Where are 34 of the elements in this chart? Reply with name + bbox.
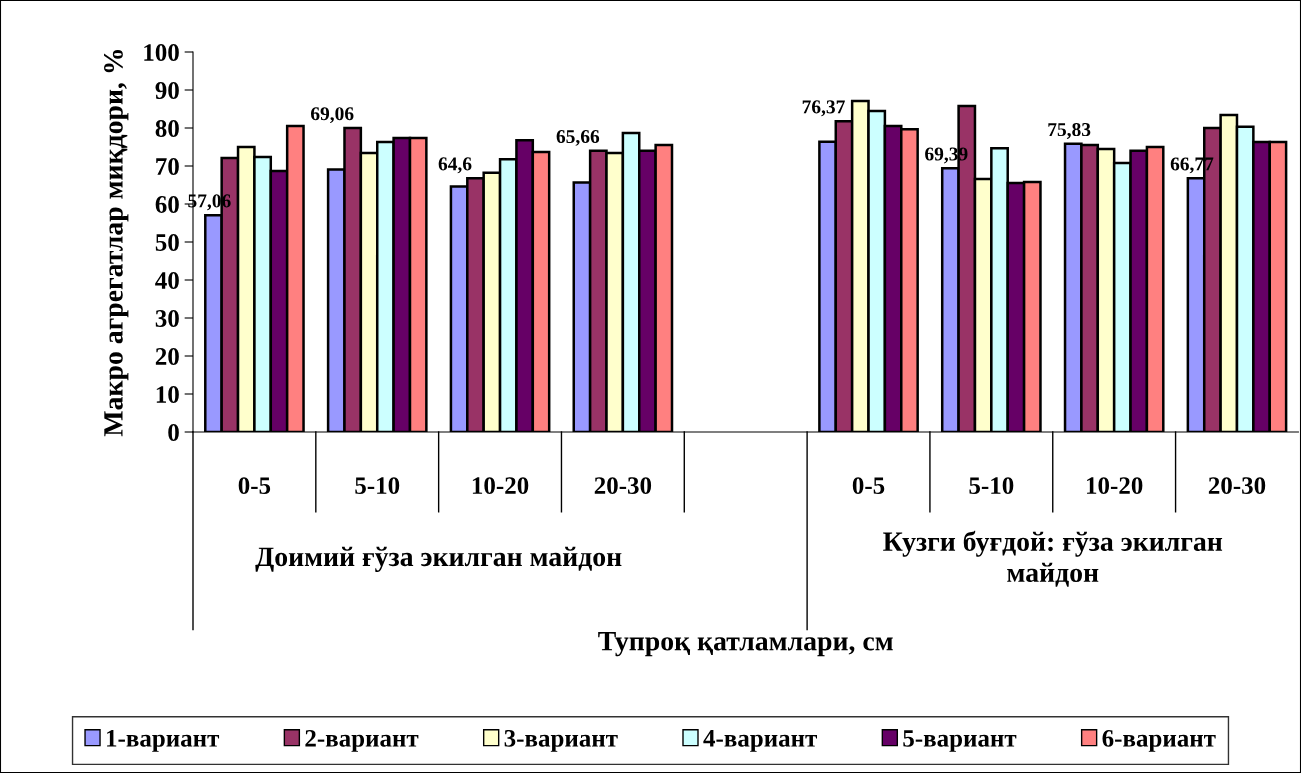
y-tick-label: 70 xyxy=(156,158,179,175)
x-tick-label: 0-5 xyxy=(852,477,885,495)
y-tick-label: 10 xyxy=(156,386,179,403)
y-tick-label: 60 xyxy=(155,196,179,213)
x-tick-label: 20-30 xyxy=(1208,477,1266,495)
y-tick-label: 0 xyxy=(168,424,179,441)
data-label: 65,66 xyxy=(556,129,600,146)
legend-label: 1-вариант xyxy=(107,730,220,752)
y-tick-label: 40 xyxy=(155,272,179,289)
text: Кузги буғдой: ғўза экилган майдон xyxy=(883,530,1223,587)
x-tick-label: 0-5 xyxy=(238,477,271,495)
x-tick-label: 20-30 xyxy=(594,477,652,495)
y-tick-label: 50 xyxy=(155,234,179,251)
legend-label: 4-вариант xyxy=(703,730,818,752)
x-tick-label: 5-10 xyxy=(355,477,400,495)
y-tick-label: 90 xyxy=(155,82,179,99)
y-tick-label: 30 xyxy=(155,310,179,327)
data-label: 76,37 xyxy=(802,100,845,117)
data-label: 75,83 xyxy=(1048,122,1091,139)
x-axis-title: Тупроқ қатламлари, см xyxy=(598,632,893,657)
legend-label: 3-вариант xyxy=(504,729,618,752)
x-tick-label: 5-10 xyxy=(969,477,1014,495)
legend-label: 5-вариант xyxy=(903,730,1017,752)
text: Доимий ғўза экилган майдон xyxy=(255,546,622,572)
data-label: 64,6 xyxy=(438,157,472,174)
y-tick-label: 80 xyxy=(155,120,179,137)
x-tick-label: 10-20 xyxy=(472,477,529,495)
legend-label: 2-вариант xyxy=(305,729,419,752)
legend-label: 6-вариант xyxy=(1102,729,1216,752)
y-tick-label: 100 xyxy=(144,44,179,61)
y-tick-label: 20 xyxy=(155,348,179,365)
data-label: 69,06 xyxy=(310,107,354,124)
x-tick-label: 10-20 xyxy=(1087,477,1143,495)
y-axis-title: Макро агрегатлар миқдори, % xyxy=(104,49,129,437)
